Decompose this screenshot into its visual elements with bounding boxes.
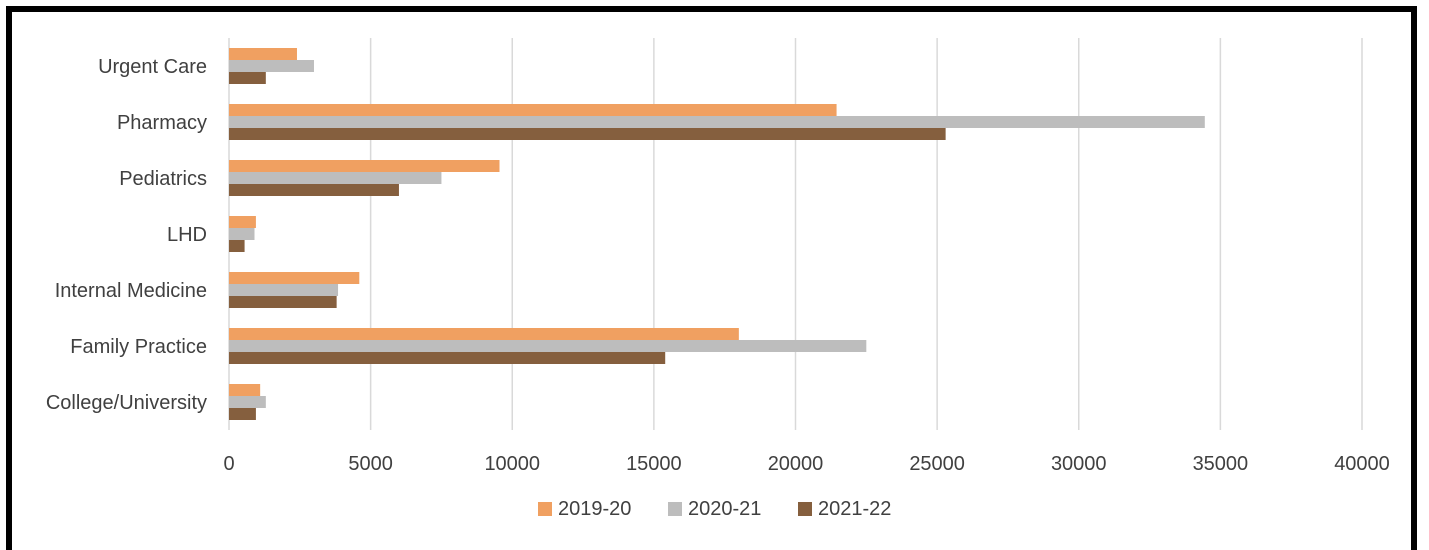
x-tick-label: 30000 <box>1051 453 1107 475</box>
bar-college-university-2021-22 <box>229 408 256 420</box>
category-label: Family Practice <box>70 336 207 358</box>
bar-pediatrics-2021-22 <box>229 184 399 196</box>
bar-internal-medicine-2020-21 <box>229 284 339 296</box>
bar-college-university-2019-20 <box>229 384 261 396</box>
bar-lhd-2020-21 <box>229 228 255 240</box>
bar-urgent-care-2019-20 <box>229 48 297 60</box>
category-labels: Urgent Care Pharmacy Pediatrics LHD Internal… <box>46 56 207 414</box>
bar-pharmacy-2021-22 <box>229 128 946 140</box>
bar-lhd-2019-20 <box>229 216 256 228</box>
bar-family-practice-2019-20 <box>229 328 739 340</box>
bar-pediatrics-2020-21 <box>229 172 442 184</box>
x-tick-label: 15000 <box>626 453 682 475</box>
legend: 2019-20 2020-21 2021-22 <box>538 498 891 520</box>
x-tick-label: 10000 <box>484 453 540 475</box>
bar-pharmacy-2020-21 <box>229 116 1205 128</box>
x-tick-label: 20000 <box>768 453 824 475</box>
category-label: LHD <box>167 224 207 246</box>
legend-label: 2020-21 <box>688 498 761 520</box>
bar-internal-medicine-2021-22 <box>229 296 337 308</box>
x-tick-label: 0 <box>223 453 234 475</box>
gridlines <box>228 38 1363 430</box>
bar-family-practice-2021-22 <box>229 352 666 364</box>
legend-label: 2021-22 <box>818 498 891 520</box>
bar-lhd-2021-22 <box>229 240 245 252</box>
legend-swatch-2019-20 <box>538 502 552 516</box>
bar-internal-medicine-2019-20 <box>229 272 360 284</box>
x-tick-label: 35000 <box>1193 453 1249 475</box>
bar-family-practice-2020-21 <box>229 340 867 352</box>
category-label: College/University <box>46 392 207 414</box>
category-label: Pharmacy <box>117 112 207 134</box>
bar-pediatrics-2019-20 <box>229 160 500 172</box>
bar-urgent-care-2021-22 <box>229 72 266 84</box>
bars <box>229 48 1205 420</box>
bar-pharmacy-2019-20 <box>229 104 837 116</box>
category-label: Urgent Care <box>98 56 207 78</box>
x-tick-label: 5000 <box>348 453 393 475</box>
legend-swatch-2021-22 <box>798 502 812 516</box>
bar-urgent-care-2020-21 <box>229 60 314 72</box>
category-label: Internal Medicine <box>55 280 207 302</box>
bar-college-university-2020-21 <box>229 396 266 408</box>
x-tick-label: 25000 <box>909 453 965 475</box>
category-label: Pediatrics <box>119 168 207 190</box>
x-tick-label: 40000 <box>1334 453 1390 475</box>
legend-swatch-2020-21 <box>668 502 682 516</box>
x-tick-labels: 0 5000 10000 15000 20000 25000 30000 35000 40000 <box>223 453 1389 475</box>
legend-label: 2019-20 <box>558 498 631 520</box>
